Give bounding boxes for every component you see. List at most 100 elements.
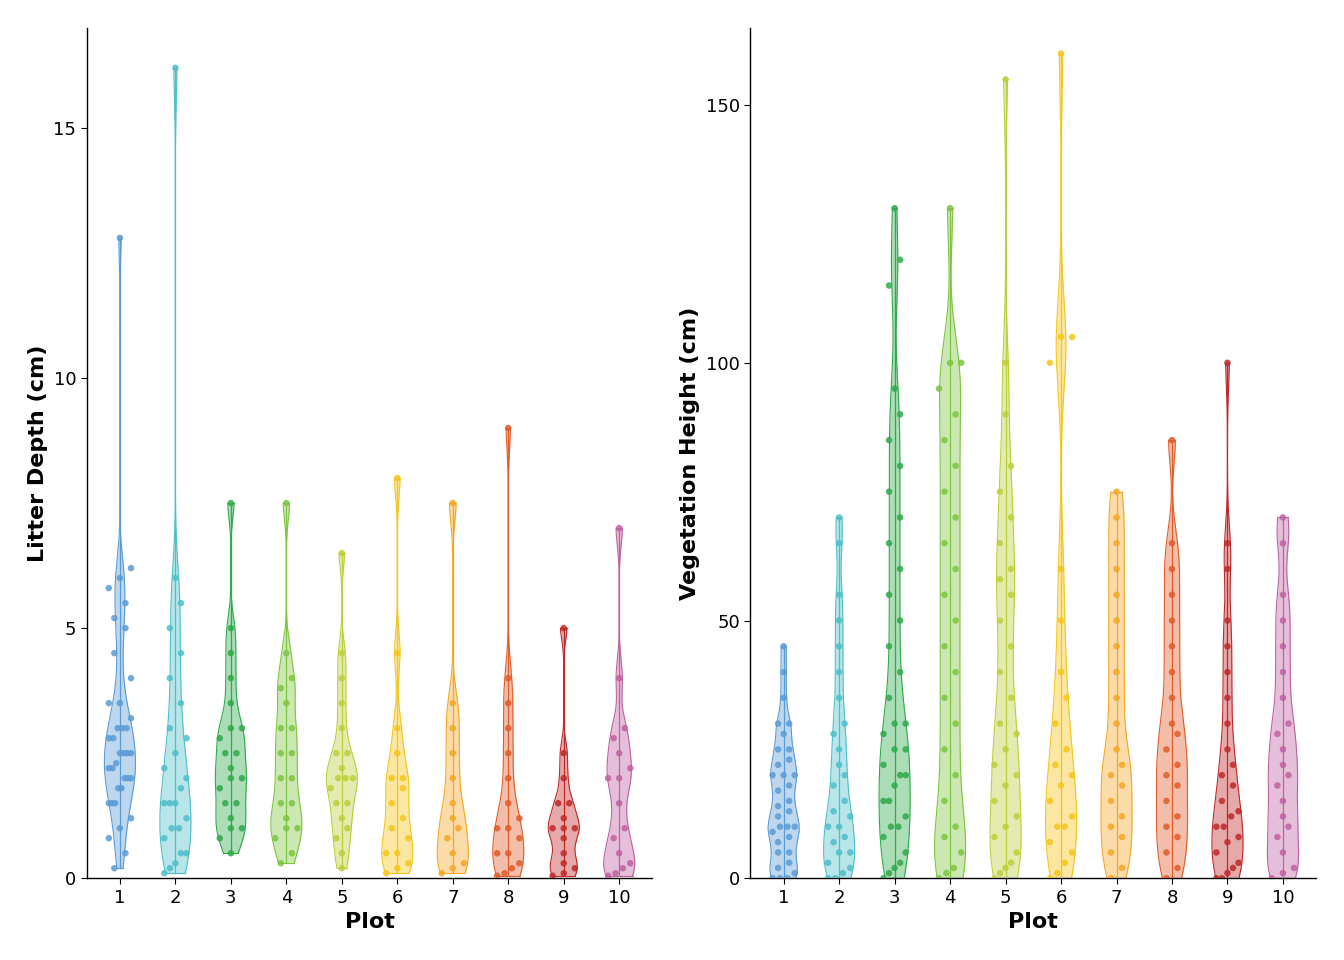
Point [828, 845, 849, 860]
Point [1206, 871, 1227, 886]
Point [331, 860, 352, 876]
Point [270, 746, 292, 761]
Point [497, 796, 519, 811]
Point [108, 780, 129, 796]
Point [442, 860, 464, 876]
Point [890, 767, 911, 782]
Point [286, 821, 308, 836]
Point [497, 821, 519, 836]
Point [98, 695, 120, 710]
Point [281, 670, 302, 685]
Point [442, 495, 464, 511]
Point [331, 810, 352, 826]
Point [989, 612, 1011, 628]
Point [497, 670, 519, 685]
Point [487, 846, 508, 861]
Point [620, 760, 641, 776]
Point [817, 871, 839, 886]
Point [1005, 727, 1027, 742]
Point [1266, 727, 1288, 742]
Point [995, 819, 1016, 834]
Point [1000, 690, 1021, 706]
Point [161, 821, 183, 836]
Point [1062, 767, 1083, 782]
Point [890, 562, 911, 577]
Point [487, 821, 508, 836]
Point [1050, 664, 1071, 680]
Point [1206, 845, 1227, 860]
Point [276, 810, 297, 826]
Point [895, 742, 917, 757]
Point [878, 484, 899, 499]
Point [442, 746, 464, 761]
Point [1111, 829, 1133, 845]
Point [762, 825, 784, 840]
Point [220, 846, 242, 861]
Point [777, 819, 798, 834]
Point [1044, 757, 1066, 773]
Point [767, 834, 789, 850]
Point [1278, 716, 1300, 732]
Point [552, 866, 574, 881]
Point [1273, 865, 1294, 880]
Point [878, 793, 899, 808]
Point [392, 771, 414, 786]
Point [1216, 716, 1238, 732]
Point [1062, 845, 1083, 860]
Point [825, 871, 847, 886]
Point [762, 871, 784, 886]
Point [823, 778, 844, 793]
Point [778, 855, 800, 871]
Point [320, 780, 341, 796]
Point [171, 695, 192, 710]
Point [769, 819, 790, 834]
Point [564, 821, 586, 836]
Point [1211, 871, 1232, 886]
Point [1161, 562, 1183, 577]
Point [98, 760, 120, 776]
Point [878, 277, 899, 293]
Point [176, 846, 198, 861]
Point [1167, 778, 1188, 793]
Point [945, 612, 966, 628]
Point [995, 407, 1016, 422]
Point [890, 407, 911, 422]
Point [164, 60, 185, 76]
Point [872, 757, 894, 773]
Point [117, 746, 138, 761]
Point [1050, 612, 1071, 628]
Point [1106, 588, 1128, 603]
Point [828, 690, 849, 706]
Point [828, 612, 849, 628]
Point [1056, 742, 1078, 757]
Point [120, 746, 141, 761]
Point [1216, 355, 1238, 371]
Point [823, 804, 844, 819]
Point [331, 645, 352, 660]
Point [1167, 860, 1188, 876]
Point [168, 821, 190, 836]
Point [1222, 860, 1243, 876]
Point [508, 810, 530, 826]
Point [823, 834, 844, 850]
Point [773, 767, 794, 782]
Point [784, 767, 805, 782]
Point [387, 746, 409, 761]
Point [270, 721, 292, 736]
Point [833, 793, 855, 808]
Point [1216, 690, 1238, 706]
Point [1106, 690, 1128, 706]
Point [113, 746, 134, 761]
Point [437, 830, 458, 846]
Point [1106, 484, 1128, 499]
Point [828, 757, 849, 773]
Point [120, 771, 141, 786]
Point [281, 721, 302, 736]
Point [984, 793, 1005, 808]
Point [497, 721, 519, 736]
Point [1266, 829, 1288, 845]
Point [210, 830, 231, 846]
Point [1216, 536, 1238, 551]
Point [387, 645, 409, 660]
Point [210, 731, 231, 746]
